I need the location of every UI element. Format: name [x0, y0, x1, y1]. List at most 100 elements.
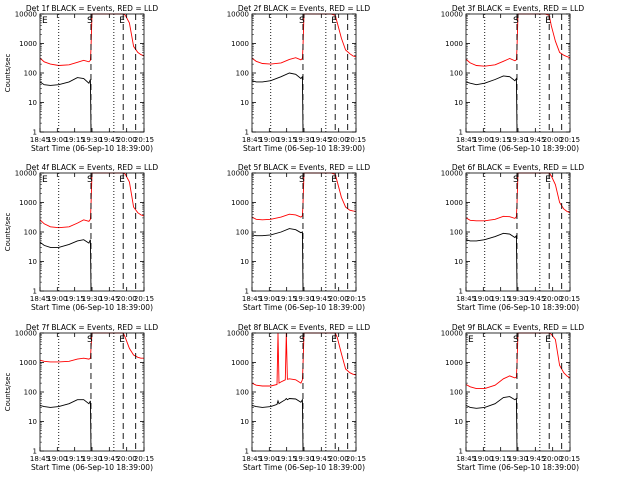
marker-label: E [331, 335, 337, 345]
y-tick-label: 100 [450, 229, 463, 237]
y-tick-label: 1000 [445, 359, 463, 367]
series-line [465, 396, 518, 452]
x-tick-label: 19:45 [311, 136, 331, 144]
plot-frame [39, 172, 145, 292]
x-tick-label: 19:45 [99, 455, 119, 463]
detector-panel: 1 10 100 1000 10000 18:4519:0019:1519:3019:45… [4, 163, 158, 312]
y-tick-label: 1000 [19, 199, 37, 207]
x-tick-label: 19:45 [99, 136, 119, 144]
y-tick-label: 100 [450, 389, 463, 397]
x-axis-label: Start Time (06-Sep-10 18:39:00) [31, 303, 153, 312]
plot-frame [39, 13, 145, 133]
x-tick-label: 18:45 [242, 295, 262, 303]
panel-title: Det 8f BLACK = Events, RED = LLD [238, 323, 371, 332]
marker-label: S [87, 16, 93, 26]
marker-label: S [87, 335, 93, 345]
corner-label: E [468, 335, 474, 345]
marker-label: S [299, 16, 305, 26]
x-tick-label: 18:45 [30, 455, 50, 463]
x-tick-label: 18:45 [242, 136, 262, 144]
x-tick-label: 20:15 [560, 136, 580, 144]
y-tick-label: 10000 [441, 170, 463, 178]
plot-frame [465, 332, 571, 452]
y-tick-label: 1 [459, 129, 463, 137]
x-tick-label: 20:15 [346, 455, 366, 463]
x-tick-label: 19:00 [473, 295, 493, 303]
x-tick-label: 19:30 [294, 295, 314, 303]
x-axis-label: Start Time (06-Sep-10 18:39:00) [243, 144, 365, 153]
plot-frame [39, 332, 145, 452]
panel-title: Det 1f BLACK = Events, RED = LLD [26, 4, 159, 13]
y-tick-label: 10000 [15, 330, 37, 338]
y-tick-label: 10 [454, 418, 463, 426]
y-tick-label: 10000 [15, 170, 37, 178]
x-axis-label: Start Time (06-Sep-10 18:39:00) [457, 144, 579, 153]
y-tick-label: 1000 [231, 199, 249, 207]
detector-panel: 1 10 100 1000 10000 18:4519:0019:1519:3019:45… [227, 4, 371, 153]
y-tick-label: 10000 [227, 170, 249, 178]
x-tick-label: 19:45 [525, 295, 545, 303]
x-tick-label: 19:45 [311, 295, 331, 303]
marker-label: E [331, 16, 337, 26]
marker-label: S [513, 175, 519, 185]
series-line [465, 232, 518, 292]
y-tick-label: 100 [236, 389, 249, 397]
y-tick-label: 10 [28, 418, 37, 426]
x-tick-label: 18:45 [456, 136, 476, 144]
marker-label: E [545, 335, 551, 345]
plot-frame [251, 13, 357, 133]
x-tick-label: 18:45 [242, 455, 262, 463]
y-tick-label: 1000 [231, 40, 249, 48]
y-tick-label: 1 [459, 288, 463, 296]
plot-frame [465, 172, 571, 292]
x-tick-label: 19:30 [82, 295, 102, 303]
x-tick-label: 20:15 [560, 295, 580, 303]
marker-label: S [513, 335, 519, 345]
x-tick-label: 20:00 [543, 455, 563, 463]
y-tick-label: 10 [240, 99, 249, 107]
x-axis-label: Start Time (06-Sep-10 18:39:00) [457, 463, 579, 472]
y-tick-label: 1000 [19, 359, 37, 367]
x-tick-label: 19:45 [311, 455, 331, 463]
marker-label: E [545, 16, 551, 26]
marker-label: S [299, 175, 305, 185]
x-tick-label: 19:00 [473, 455, 493, 463]
detector-panel: 1 10 100 1000 10000 18:4519:0019:1519:3019:45… [441, 163, 585, 312]
y-axis-label: Counts/sec [4, 213, 12, 252]
y-tick-label: 100 [24, 70, 37, 78]
y-tick-label: 10000 [441, 11, 463, 19]
x-axis-label: Start Time (06-Sep-10 18:39:00) [243, 303, 365, 312]
x-tick-label: 20:00 [543, 295, 563, 303]
marker-label: E [331, 175, 337, 185]
marker-label: E [119, 175, 125, 185]
x-tick-label: 20:15 [346, 295, 366, 303]
y-tick-label: 1 [245, 448, 249, 456]
x-tick-label: 20:00 [117, 455, 137, 463]
panel-title: Det 7f BLACK = Events, RED = LLD [26, 323, 159, 332]
x-tick-label: 19:30 [82, 455, 102, 463]
x-tick-label: 19:30 [294, 455, 314, 463]
x-tick-label: 19:00 [259, 295, 279, 303]
x-tick-label: 19:15 [65, 455, 85, 463]
panel-title: Det 9f BLACK = Events, RED = LLD [452, 323, 585, 332]
x-tick-label: 19:30 [508, 136, 528, 144]
series-line [251, 332, 357, 387]
x-tick-label: 19:00 [473, 136, 493, 144]
x-tick-label: 20:00 [543, 136, 563, 144]
y-tick-label: 10000 [441, 330, 463, 338]
y-tick-label: 10 [28, 99, 37, 107]
y-tick-label: 1000 [445, 40, 463, 48]
x-tick-label: 18:45 [30, 136, 50, 144]
detector-panel: 1 10 100 1000 10000 18:4519:0019:1519:3019:45… [4, 4, 158, 153]
marker-label: S [299, 335, 305, 345]
y-axis-label: Counts/sec [4, 373, 12, 412]
series-line [39, 239, 92, 292]
y-tick-label: 1 [245, 288, 249, 296]
x-tick-label: 20:00 [117, 295, 137, 303]
x-tick-label: 20:00 [117, 136, 137, 144]
x-tick-label: 19:15 [277, 136, 297, 144]
detector-panel: 1 10 100 1000 10000 18:4519:0019:1519:3019:45… [227, 323, 371, 472]
corner-label: E [42, 175, 48, 185]
y-tick-label: 10 [28, 258, 37, 266]
